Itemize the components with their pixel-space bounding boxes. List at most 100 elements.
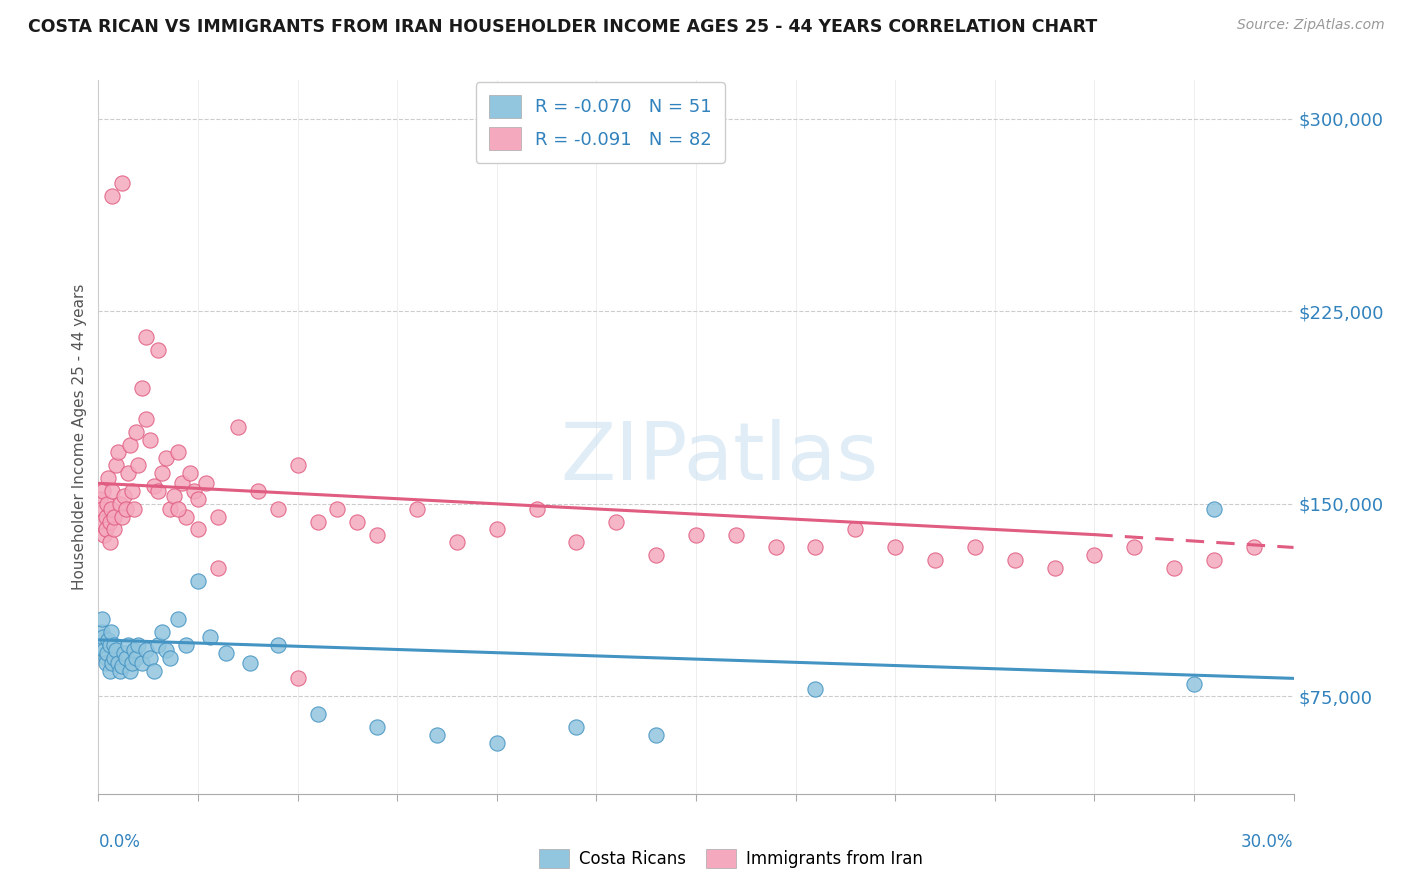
Point [97,471,120,485]
Point [446,535,468,549]
Point [107,445,129,459]
Point [179,466,201,480]
Point [645,548,668,562]
Point [1182,676,1205,690]
Point [98,638,122,652]
Point [115,650,138,665]
Point [124,502,146,516]
Point [183,483,205,498]
Point [91,515,114,529]
Point [110,497,132,511]
Point [287,672,309,686]
Point [143,479,166,493]
Point [90,625,112,640]
Point [207,509,229,524]
Point [187,523,209,537]
Point [187,491,209,506]
Point [98,535,122,549]
Point [207,561,229,575]
Point [120,664,142,678]
Point [90,502,112,516]
Point [135,330,157,344]
Point [1043,561,1066,575]
Point [884,541,907,555]
Point [226,419,249,434]
Point [89,491,111,506]
Point [924,553,946,567]
Point [103,509,125,524]
Point [91,612,114,626]
Point [326,502,349,516]
Point [174,638,197,652]
Point [101,656,124,670]
Point [307,515,329,529]
Point [100,502,122,516]
Point [565,535,588,549]
Point [98,664,121,678]
Point [105,643,128,657]
Point [139,650,162,665]
Point [91,630,114,644]
Text: COSTA RICAN VS IMMIGRANTS FROM IRAN HOUSEHOLDER INCOME AGES 25 - 44 YEARS CORREL: COSTA RICAN VS IMMIGRANTS FROM IRAN HOUS… [28,18,1097,36]
Point [143,664,166,678]
Point [163,489,186,503]
Text: 30.0%: 30.0% [1241,833,1294,851]
Point [120,438,142,452]
Point [605,515,627,529]
Point [1083,548,1105,562]
Point [804,541,827,555]
Text: Source: ZipAtlas.com: Source: ZipAtlas.com [1237,18,1385,32]
Point [117,466,139,480]
Point [765,541,787,555]
Point [239,656,262,670]
Point [346,515,368,529]
Point [307,707,329,722]
Point [93,643,115,657]
Point [124,643,146,657]
Point [215,646,238,660]
Point [112,646,135,660]
Point [287,458,309,473]
Point [112,489,135,503]
Point [963,541,986,555]
Point [565,720,588,734]
Point [121,656,143,670]
Point [117,638,139,652]
Point [155,450,177,465]
Point [150,466,173,480]
Point [121,483,143,498]
Point [366,527,388,541]
Point [198,630,221,644]
Point [1004,553,1026,567]
Point [1163,561,1185,575]
Point [172,476,194,491]
Point [125,425,148,439]
Point [103,638,125,652]
Point [804,681,827,696]
Point [103,523,125,537]
Point [97,632,120,647]
Point [844,523,866,537]
Point [1202,553,1225,567]
Point [148,343,170,357]
Y-axis label: Householder Income Ages 25 - 44 years: Householder Income Ages 25 - 44 years [72,284,87,591]
Point [1123,541,1146,555]
Point [267,502,290,516]
Point [406,502,429,516]
Point [485,735,508,749]
Point [111,658,134,673]
Point [167,612,190,626]
Point [1243,541,1265,555]
Point [174,509,197,524]
Point [724,527,747,541]
Point [159,502,181,516]
Point [167,445,190,459]
Point [127,458,149,473]
Point [111,509,134,524]
Point [93,527,115,541]
Point [267,638,290,652]
Point [195,476,218,491]
Point [127,638,149,652]
Point [526,502,548,516]
Point [150,625,173,640]
